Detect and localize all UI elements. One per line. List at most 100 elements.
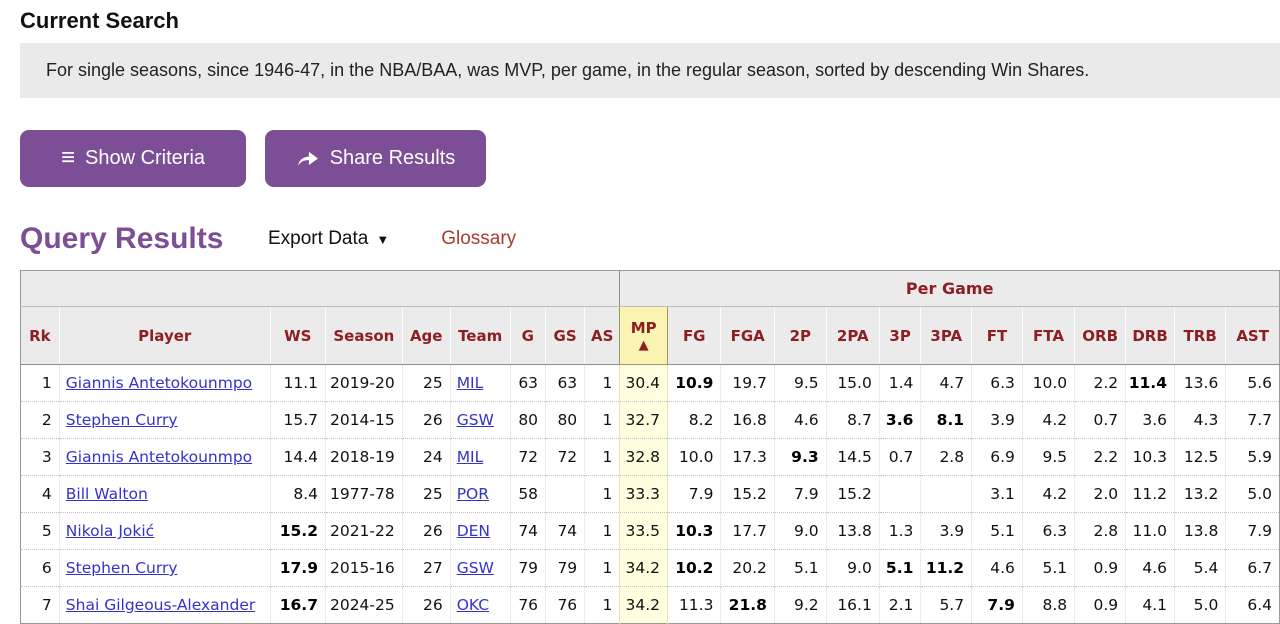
team-link[interactable]: GSW bbox=[456, 411, 494, 429]
cell-ws: 8.4 bbox=[269, 475, 326, 513]
col-header-mp[interactable]: MP ▲ bbox=[619, 306, 668, 365]
player-link[interactable]: Stephen Curry bbox=[65, 411, 178, 429]
col-header-orb[interactable]: ORB bbox=[1074, 306, 1126, 365]
glossary-link[interactable]: Glossary bbox=[441, 227, 517, 249]
col-header-g[interactable]: G bbox=[509, 306, 546, 365]
cell-as: 1 bbox=[584, 401, 620, 439]
col-header-player[interactable]: Player bbox=[58, 306, 271, 365]
col-header-rk[interactable]: Rk bbox=[20, 306, 60, 365]
player-link[interactable]: Nikola Jokić bbox=[65, 522, 155, 540]
cell-mp: 30.4 bbox=[619, 364, 668, 402]
cell-gs: 74 bbox=[545, 512, 585, 550]
cell-player: Giannis Antetokounmpo bbox=[58, 364, 271, 402]
cell-orb: 2.2 bbox=[1074, 438, 1126, 476]
col-header-3p[interactable]: 3P bbox=[878, 306, 921, 365]
cell-fga: 20.2 bbox=[720, 549, 775, 587]
cell-ws: 16.7 bbox=[269, 586, 326, 624]
col-header-gs[interactable]: GS bbox=[545, 306, 585, 365]
cell-3pa: 2.8 bbox=[920, 438, 972, 476]
cell-ast: 5.0 bbox=[1225, 475, 1280, 513]
cell-rk: 7 bbox=[20, 586, 60, 624]
show-criteria-button[interactable]: ≡ Show Criteria bbox=[20, 130, 246, 187]
cell-season: 2014-15 bbox=[324, 401, 403, 439]
cell-3p: 1.3 bbox=[878, 512, 921, 550]
col-header-age[interactable]: Age bbox=[401, 306, 451, 365]
cell-age: 26 bbox=[401, 401, 451, 439]
col-header-2pa[interactable]: 2PA bbox=[825, 306, 880, 365]
cell-gs bbox=[545, 475, 585, 513]
col-header-fta[interactable]: FTA bbox=[1021, 306, 1075, 365]
cell-orb: 0.9 bbox=[1074, 586, 1126, 624]
cell-2p: 4.6 bbox=[773, 401, 827, 439]
col-header-team[interactable]: Team bbox=[449, 306, 511, 365]
col-header-fga[interactable]: FGA bbox=[720, 306, 775, 365]
col-header-fg[interactable]: FG bbox=[666, 306, 721, 365]
cell-ast: 7.7 bbox=[1225, 401, 1280, 439]
team-link[interactable]: DEN bbox=[456, 522, 491, 540]
cell-ast: 5.6 bbox=[1225, 364, 1280, 402]
show-criteria-label: Show Criteria bbox=[84, 147, 206, 169]
cell-ws: 15.7 bbox=[269, 401, 326, 439]
col-header-2p[interactable]: 2P bbox=[773, 306, 827, 365]
cell-player: Stephen Curry bbox=[58, 401, 271, 439]
team-link[interactable]: MIL bbox=[456, 374, 484, 392]
cell-fg: 10.3 bbox=[666, 512, 721, 550]
cell-ws: 11.1 bbox=[269, 364, 326, 402]
cell-fta: 4.2 bbox=[1021, 401, 1075, 439]
cell-g: 74 bbox=[509, 512, 546, 550]
col-header-as[interactable]: AS bbox=[584, 306, 620, 365]
col-header-trb[interactable]: TRB bbox=[1173, 306, 1226, 365]
col-header-drb[interactable]: DRB bbox=[1125, 306, 1175, 365]
cell-mp: 32.8 bbox=[619, 438, 668, 476]
cell-2pa: 15.0 bbox=[825, 364, 880, 402]
cell-as: 1 bbox=[584, 512, 620, 550]
col-header-3pa[interactable]: 3PA bbox=[920, 306, 972, 365]
cell-rk: 2 bbox=[20, 401, 60, 439]
cell-rk: 1 bbox=[20, 364, 60, 402]
team-link[interactable]: POR bbox=[456, 485, 490, 503]
col-header-season[interactable]: Season bbox=[324, 306, 403, 365]
cell-trb: 13.6 bbox=[1173, 364, 1226, 402]
col-header-ft[interactable]: FT bbox=[971, 306, 1023, 365]
cell-gs: 63 bbox=[545, 364, 585, 402]
cell-gs: 72 bbox=[545, 438, 585, 476]
col-header-ast[interactable]: AST bbox=[1225, 306, 1280, 365]
table-row: 3 Giannis Antetokounmpo 14.4 2018-19 24 MIL 72… bbox=[20, 438, 1280, 476]
cell-fg: 10.9 bbox=[666, 364, 721, 402]
cell-age: 25 bbox=[401, 475, 451, 513]
cell-drb: 11.2 bbox=[1125, 475, 1175, 513]
share-results-button[interactable]: Share Results bbox=[265, 130, 486, 187]
player-link[interactable]: Bill Walton bbox=[65, 485, 148, 503]
cell-ws: 15.2 bbox=[269, 512, 326, 550]
player-link[interactable]: Stephen Curry bbox=[65, 559, 178, 577]
cell-drb: 11.0 bbox=[1125, 512, 1175, 550]
cell-trb: 5.0 bbox=[1173, 586, 1226, 624]
cell-g: 80 bbox=[509, 401, 546, 439]
cell-fg: 10.2 bbox=[666, 549, 721, 587]
player-link[interactable]: Giannis Antetokounmpo bbox=[65, 374, 253, 392]
table-row: 6 Stephen Curry 17.9 2015-16 27 GSW 79 79 1 34.2 1… bbox=[20, 549, 1280, 587]
cell-mp: 34.2 bbox=[619, 549, 668, 587]
cell-ft: 3.9 bbox=[971, 401, 1023, 439]
cell-3pa: 4.7 bbox=[920, 364, 972, 402]
player-link[interactable]: Shai Gilgeous-Alexander bbox=[65, 596, 256, 614]
team-link[interactable]: GSW bbox=[456, 559, 494, 577]
cell-orb: 2.2 bbox=[1074, 364, 1126, 402]
sort-ascending-icon: ▲ bbox=[638, 338, 649, 353]
table-row: 7 Shai Gilgeous-Alexander 16.7 2024-25 26 OKC… bbox=[20, 586, 1280, 624]
team-link[interactable]: OKC bbox=[456, 596, 490, 614]
cell-fta: 9.5 bbox=[1021, 438, 1075, 476]
team-link[interactable]: MIL bbox=[456, 448, 484, 466]
cell-2p: 9.5 bbox=[773, 364, 827, 402]
export-data-menu[interactable]: Export Data ▼ bbox=[268, 228, 389, 250]
cell-team: MIL bbox=[449, 438, 511, 476]
cell-rk: 3 bbox=[20, 438, 60, 476]
cell-season: 2015-16 bbox=[324, 549, 403, 587]
cell-mp: 32.7 bbox=[619, 401, 668, 439]
cell-season: 2019-20 bbox=[324, 364, 403, 402]
cell-g: 58 bbox=[509, 475, 546, 513]
player-link[interactable]: Giannis Antetokounmpo bbox=[65, 448, 253, 466]
cell-fta: 5.1 bbox=[1021, 549, 1075, 587]
cell-player: Nikola Jokić bbox=[58, 512, 271, 550]
col-header-ws[interactable]: WS bbox=[269, 306, 326, 365]
